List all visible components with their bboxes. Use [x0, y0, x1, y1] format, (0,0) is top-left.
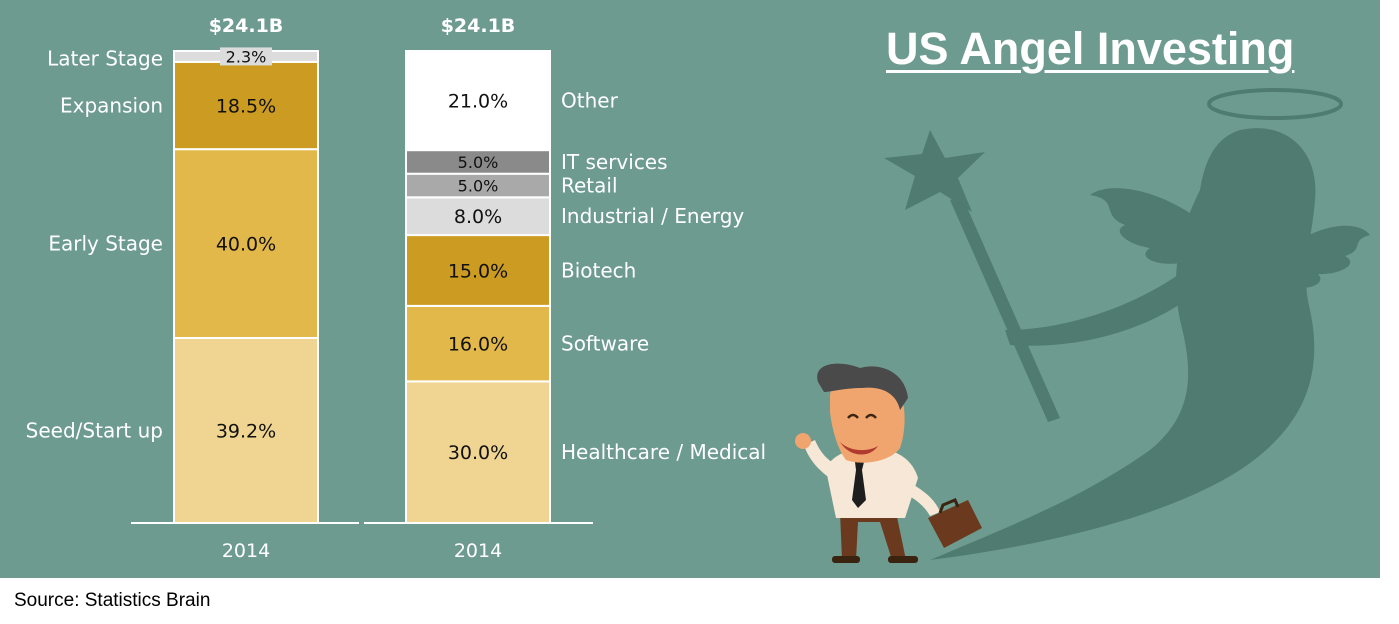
data-label-sector-healthcare-medical: 30.0% — [448, 442, 508, 464]
angel-wing-right-shadow — [1295, 225, 1370, 288]
data-label-stage-expansion: 18.5% — [216, 96, 276, 118]
category-label-stage-later-stage: Later Stage — [47, 46, 163, 70]
page-title: US Angel Investing — [886, 23, 1295, 74]
shirt — [826, 448, 918, 518]
total-label-stage: $24.1B — [209, 15, 284, 37]
bar-segment-sector-industrial-energy — [405, 196, 551, 237]
tie — [852, 462, 866, 508]
category-label-stage-early-stage: Early Stage — [48, 232, 163, 256]
data-label-box-sector-it-services — [452, 152, 504, 171]
hair — [817, 363, 908, 410]
data-label-sector-software: 16.0% — [448, 334, 508, 356]
angel-shadow — [884, 88, 1370, 560]
category-label-sector-software: Software — [561, 332, 649, 356]
bar-segment-sector-healthcare-medical — [405, 380, 551, 524]
legs — [840, 512, 906, 560]
raised-hand — [795, 433, 811, 449]
mouth — [840, 442, 878, 455]
category-label-sector-healthcare-medical: Healthcare / Medical — [561, 440, 766, 464]
shoes — [832, 556, 860, 563]
briefcase-handle — [938, 498, 960, 514]
data-label-sector-other: 21.0% — [448, 91, 508, 113]
category-label-sector-industrial-energy: Industrial / Energy — [561, 204, 744, 228]
data-label-sector-industrial-energy: 8.0% — [454, 206, 502, 228]
angel-body-shadow — [930, 128, 1316, 560]
bar-segment-sector-biotech — [405, 234, 551, 307]
businessman — [795, 363, 982, 563]
bar-segment-sector-software — [405, 304, 551, 383]
category-label-sector-retail: Retail — [561, 174, 618, 198]
angel-wing-left-shadow — [1090, 188, 1200, 264]
total-label-sector: $24.1B — [441, 15, 516, 37]
category-label-stage-expansion: Expansion — [60, 94, 163, 118]
data-label-stage-seed-start-up: 39.2% — [216, 420, 276, 442]
bar-segment-stage-seed-start-up — [173, 336, 319, 525]
category-label-sector-it-services: IT services — [561, 150, 668, 174]
bar-segment-stage-expansion — [173, 60, 319, 151]
bar-segment-stage-early-stage — [173, 148, 319, 339]
category-label-sector-other: Other — [561, 89, 619, 113]
eyes — [847, 413, 877, 419]
data-label-box-sector-retail — [452, 176, 504, 195]
data-label-sector-biotech: 15.0% — [448, 260, 508, 282]
lower-arm — [900, 480, 940, 516]
x-tick-label-stage: 2014 — [222, 540, 270, 562]
angel-arm-shadow — [1005, 270, 1200, 346]
data-label-box-stage-later-stage — [220, 47, 272, 66]
data-label-sector-it-services: 5.0% — [458, 153, 499, 172]
data-label-stage-early-stage: 40.0% — [216, 234, 276, 256]
star-icon — [884, 130, 985, 212]
bar-segment-sector-other — [405, 50, 551, 152]
wand-icon — [950, 196, 1060, 422]
data-label-sector-retail: 5.0% — [458, 177, 499, 196]
source-note: Source: Statistics Brain — [14, 590, 211, 611]
raised-arm — [804, 440, 840, 478]
data-label-stage-later-stage: 2.3% — [226, 47, 267, 66]
category-label-stage-seed-start-up: Seed/Start up — [26, 418, 163, 442]
category-label-sector-biotech: Biotech — [561, 258, 636, 282]
halo-icon — [1207, 88, 1343, 120]
shoe-right — [888, 556, 918, 563]
x-tick-label-sector: 2014 — [454, 540, 502, 562]
